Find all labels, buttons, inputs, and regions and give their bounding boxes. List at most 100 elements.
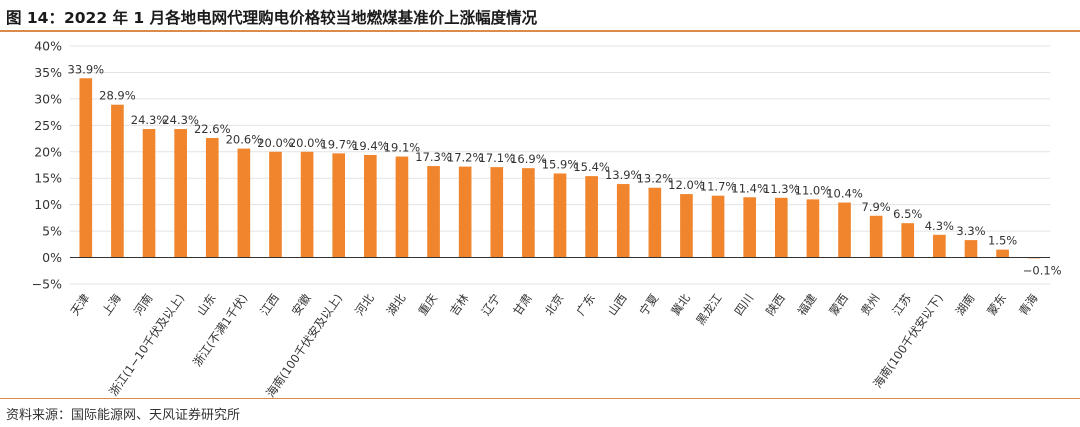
data-label: 17.2% (447, 151, 484, 165)
title-underline (0, 30, 1080, 32)
bar (711, 195, 725, 258)
data-label: 3.3% (956, 224, 985, 238)
bar (869, 215, 883, 258)
bar (585, 176, 598, 258)
y-tick-label: 25% (34, 118, 62, 133)
category-label: 安徽 (289, 291, 314, 318)
data-label: 20.0% (257, 136, 294, 150)
category-label: 湖北 (384, 291, 409, 318)
data-label: 17.3% (415, 150, 452, 164)
category-label: 甘肃 (510, 291, 535, 318)
bars (79, 78, 1041, 259)
bar (774, 197, 788, 258)
data-label: 10.4% (826, 187, 863, 201)
bar (743, 197, 756, 258)
category-label: 辽宁 (479, 291, 504, 318)
bar (205, 138, 219, 258)
y-tick-label: −5% (32, 277, 62, 292)
y-tick-label: 20% (34, 144, 62, 159)
category-label: 冀北 (668, 291, 693, 318)
category-label: 福建 (795, 291, 820, 318)
data-label: 19.1% (384, 141, 421, 155)
category-label: 江西 (257, 291, 282, 318)
category-label: 山西 (605, 291, 630, 318)
data-label: 19.7% (320, 137, 357, 151)
category-label: 重庆 (415, 291, 440, 318)
y-axis-ticks: −5% 0% 5% 10% 15% 20% 25% 30% 35% 40% (32, 39, 62, 292)
data-label: 24.3% (162, 113, 199, 127)
y-tick-label: 10% (34, 197, 62, 212)
bar (522, 168, 535, 258)
bar (269, 151, 282, 258)
data-label: 24.3% (131, 113, 168, 127)
data-label: 13.9% (605, 168, 642, 182)
category-label: 天津 (68, 291, 93, 318)
data-label: 13.2% (637, 172, 674, 186)
data-label: 7.9% (862, 200, 891, 214)
data-label: 11.3% (763, 182, 800, 196)
data-label: 33.9% (68, 62, 105, 76)
category-label: 蒙西 (826, 291, 851, 318)
y-tick-label: 30% (34, 91, 62, 106)
bar (838, 202, 851, 258)
category-label: 四川 (731, 291, 756, 318)
category-label: 青海 (1016, 291, 1041, 318)
data-label: 1.5% (988, 234, 1017, 248)
bar (142, 129, 156, 258)
data-label: 16.9% (510, 152, 547, 166)
y-tick-label: 15% (34, 171, 62, 186)
data-label: 15.9% (542, 157, 579, 171)
category-label: 山东 (194, 291, 219, 318)
data-label: 11.4% (731, 181, 768, 195)
data-label: 17.1% (479, 151, 516, 165)
category-label: 江苏 (890, 291, 915, 318)
category-label: 河北 (352, 291, 377, 318)
bar (300, 151, 314, 258)
data-label: −0.1% (1023, 264, 1062, 278)
bar (933, 234, 946, 258)
data-label: 15.4% (573, 160, 610, 174)
data-label: 20.0% (289, 136, 326, 150)
data-labels: 33.9%28.9%24.3%24.3%22.6%20.6%20.0%20.0%… (68, 62, 1062, 277)
data-label: 6.5% (893, 207, 922, 221)
category-label: 上海 (99, 291, 124, 318)
bar (174, 129, 187, 258)
bar (427, 166, 440, 258)
category-label: 蒙东 (984, 291, 1009, 318)
bar (806, 199, 820, 258)
data-label: 12.0% (668, 178, 705, 192)
y-tick-label: 40% (34, 39, 62, 54)
bar (395, 156, 409, 258)
bar-chart: −5% 0% 5% 10% 15% 20% 25% 30% 35% 40% 33.9% 28.9% 2… (32, 39, 1062, 399)
bar (237, 148, 251, 258)
bar (901, 223, 915, 258)
category-label: 贵州 (858, 291, 883, 318)
category-label: 吉林 (447, 291, 472, 318)
y-tick-label: 5% (42, 224, 62, 239)
y-tick-label: 0% (42, 250, 62, 265)
footer-rule (0, 398, 1080, 399)
category-label: 河南 (131, 291, 156, 318)
bar (553, 173, 567, 258)
gridlines (70, 45, 1050, 285)
data-label: 11.0% (795, 183, 832, 197)
category-label: 湖南 (953, 291, 978, 318)
chart-title: 图 14：2022 年 1 月各地电网代理购电价格较当地燃煤基准价上涨幅度情况 (6, 9, 538, 27)
bar (996, 249, 1009, 258)
category-label: 陕西 (763, 291, 788, 318)
bar (680, 194, 693, 258)
bar (964, 240, 978, 258)
bar (111, 104, 124, 258)
data-label: 4.3% (925, 219, 954, 233)
y-tick-label: 35% (34, 65, 62, 80)
data-label: 28.9% (99, 89, 136, 103)
data-label: 19.4% (352, 139, 389, 153)
bar (79, 78, 93, 258)
bar (458, 166, 472, 258)
bar (490, 167, 504, 258)
source-note: 资料来源：国际能源网、天风证券研究所 (6, 408, 241, 423)
category-label: 宁夏 (637, 291, 662, 318)
bar (616, 184, 630, 258)
bar (332, 153, 346, 258)
